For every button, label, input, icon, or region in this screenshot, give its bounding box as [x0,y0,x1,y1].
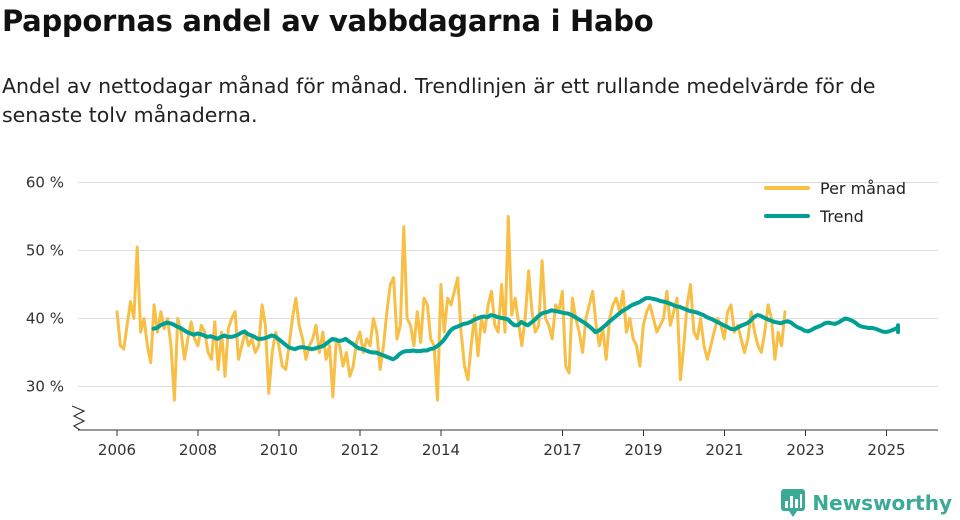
y-tick-label: 30 % [26,378,64,396]
brand-name: Newsworthy [812,491,952,515]
y-tick-label: 50 % [26,242,64,260]
x-axis [71,405,938,431]
x-tick-label: 2019 [624,441,662,459]
x-tick-label: 2021 [705,441,743,459]
axis-break-icon [71,405,86,431]
page-title: Pappornas andel av vabbdagarna i Habo [2,4,654,38]
x-tick-label: 2014 [422,441,460,459]
x-tick-label: 2010 [260,441,298,459]
x-tick-label: 2025 [867,441,905,459]
line-chart: 30 % 40 % 50 % 60 % 2006 2008 2010 2012 2014 201… [26,174,938,459]
x-tick-label: 2012 [341,441,379,459]
x-tick-label: 2023 [786,441,824,459]
x-tick-label: 2017 [543,441,581,459]
page-subtitle: Andel av nettodagar månad för månad. Tre… [2,74,876,127]
grid-lines [78,182,938,387]
series-line-per-manad [115,215,787,402]
x-tick-label: 2006 [98,441,136,459]
series-line-trend [151,296,900,362]
y-tick-label: 40 % [26,310,64,328]
y-tick-label: 60 % [26,174,64,192]
y-axis-ticks: 30 % 40 % 50 % 60 % [26,174,64,396]
brand[interactable]: Newsworthy [780,488,952,518]
series-lines [115,215,900,402]
chart-legend: Per månad Trend [764,179,906,226]
newsworthy-logo-icon [781,489,806,517]
legend-label-trend: Trend [819,207,864,226]
x-tick-label: 2008 [179,441,217,459]
x-axis-ticks: 2006 2008 2010 2012 2014 2017 2019 2021 2023 2025 [98,430,906,459]
legend-label-per-manad: Per månad [820,179,906,198]
